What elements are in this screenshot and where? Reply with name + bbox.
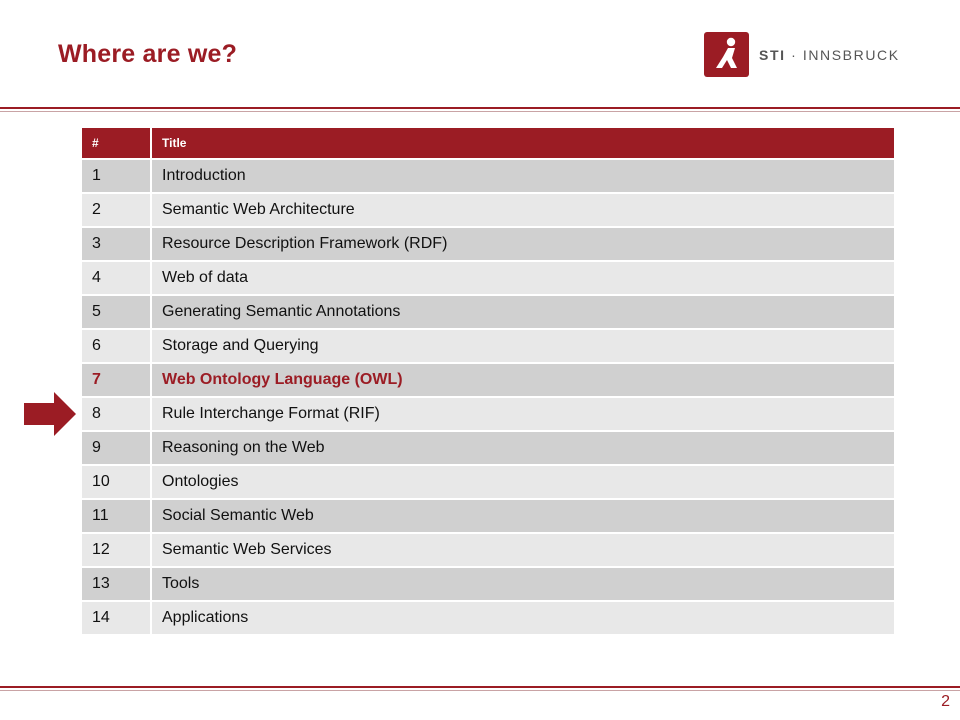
row-title: Social Semantic Web xyxy=(152,500,896,534)
row-title: Semantic Web Architecture xyxy=(152,194,896,228)
table-row: 5 Generating Semantic Annotations xyxy=(82,296,896,330)
column-header-number: # xyxy=(82,128,152,160)
row-title: Storage and Querying xyxy=(152,330,896,364)
bottom-divider-shadow xyxy=(0,690,960,691)
logo-text-strong: STI xyxy=(759,46,786,63)
bottom-divider xyxy=(0,686,960,688)
row-number: 13 xyxy=(82,568,152,602)
sti-innsbruck-logo: STI · INNSBRUCK xyxy=(704,32,900,77)
sti-logo-icon xyxy=(704,32,749,77)
row-number: 8 xyxy=(82,398,152,432)
row-number: 2 xyxy=(82,194,152,228)
row-title: Resource Description Framework (RDF) xyxy=(152,228,896,262)
column-header-title: Title xyxy=(152,128,896,160)
row-number: 9 xyxy=(82,432,152,466)
row-number: 1 xyxy=(82,160,152,194)
table-row: 9 Reasoning on the Web xyxy=(82,432,896,466)
row-title: Web Ontology Language (OWL) xyxy=(152,364,896,398)
table-row: 6 Storage and Querying xyxy=(82,330,896,364)
table-row-current: 7 Web Ontology Language (OWL) xyxy=(82,364,896,398)
row-title: Web of data xyxy=(152,262,896,296)
row-number: 14 xyxy=(82,602,152,636)
table-row: 11 Social Semantic Web xyxy=(82,500,896,534)
row-number: 7 xyxy=(82,364,152,398)
row-number: 3 xyxy=(82,228,152,262)
page-number: 2 xyxy=(941,693,950,710)
logo-text-rest: · INNSBRUCK xyxy=(785,46,900,63)
top-divider xyxy=(0,107,960,109)
table-row: 1 Introduction xyxy=(82,160,896,194)
table-row: 8 Rule Interchange Format (RIF) xyxy=(82,398,896,432)
row-number: 12 xyxy=(82,534,152,568)
row-number: 10 xyxy=(82,466,152,500)
row-number: 5 xyxy=(82,296,152,330)
row-title: Reasoning on the Web xyxy=(152,432,896,466)
logo-text: STI · INNSBRUCK xyxy=(759,47,900,63)
table-row: 4 Web of data xyxy=(82,262,896,296)
table-row: 10 Ontologies xyxy=(82,466,896,500)
top-divider-shadow xyxy=(0,111,960,112)
slide-title: Where are we? xyxy=(58,40,238,68)
row-title: Applications xyxy=(152,602,896,636)
row-title: Ontologies xyxy=(152,466,896,500)
table-row: 14 Applications xyxy=(82,602,896,636)
row-number: 11 xyxy=(82,500,152,534)
current-position-arrow-icon xyxy=(24,392,76,441)
row-number: 6 xyxy=(82,330,152,364)
row-title: Semantic Web Services xyxy=(152,534,896,568)
row-title: Rule Interchange Format (RIF) xyxy=(152,398,896,432)
row-number: 4 xyxy=(82,262,152,296)
agenda-table: # Title 1 Introduction 2 Semantic Web Archi… xyxy=(82,128,896,636)
table-row: 13 Tools xyxy=(82,568,896,602)
row-title: Introduction xyxy=(152,160,896,194)
row-title: Tools xyxy=(152,568,896,602)
table-header-row: # Title xyxy=(82,128,896,160)
table-row: 2 Semantic Web Architecture xyxy=(82,194,896,228)
row-title: Generating Semantic Annotations xyxy=(152,296,896,330)
table-row: 3 Resource Description Framework (RDF) xyxy=(82,228,896,262)
agenda-table-body: 1 Introduction 2 Semantic Web Architecture 3… xyxy=(82,160,896,636)
table-row: 12 Semantic Web Services xyxy=(82,534,896,568)
